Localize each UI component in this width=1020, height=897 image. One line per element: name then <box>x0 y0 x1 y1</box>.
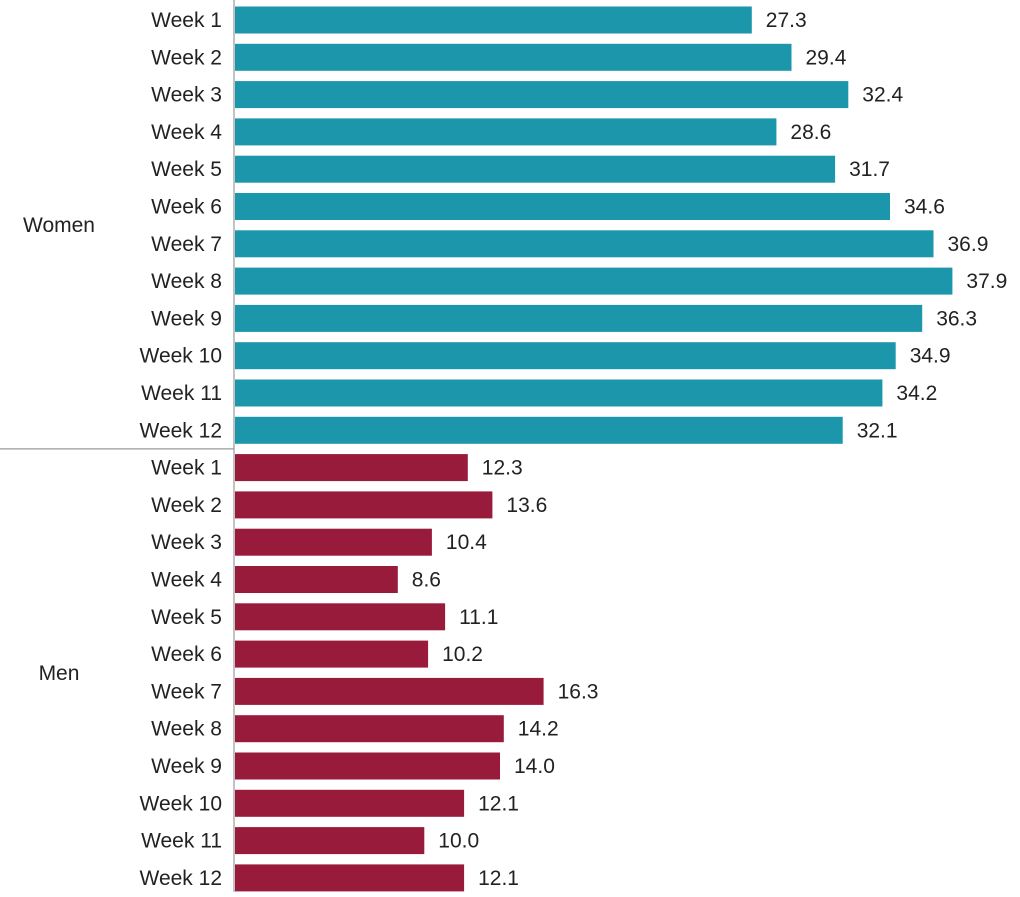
data-label-women-week-11: 34.2 <box>896 382 937 405</box>
category-label-men-week-4: Week 4 <box>151 569 222 592</box>
bar-men-week-7 <box>235 677 544 705</box>
bar-men-week-12 <box>235 864 465 892</box>
data-label-men-week-8: 14.2 <box>518 718 559 741</box>
bar-men-week-2 <box>235 491 493 519</box>
bar-women-week-12 <box>235 416 843 444</box>
category-label-men-week-11: Week 11 <box>141 830 222 853</box>
bar-women-week-11 <box>235 379 883 407</box>
bar-women-week-9 <box>235 304 923 332</box>
data-label-men-week-12: 12.1 <box>478 867 519 890</box>
data-label-women-week-1: 27.3 <box>766 9 807 32</box>
bar-men-week-5 <box>235 603 446 631</box>
bar-women-week-8 <box>235 267 953 295</box>
bar-men-week-3 <box>235 528 432 556</box>
category-label-men-week-9: Week 9 <box>151 755 222 778</box>
bar-women-week-1 <box>235 6 752 34</box>
category-label-women-week-8: Week 8 <box>151 270 222 293</box>
data-label-men-week-1: 12.3 <box>482 457 523 480</box>
data-label-men-week-6: 10.2 <box>442 643 483 666</box>
bar-women-week-6 <box>235 193 890 220</box>
category-label-women-week-3: Week 3 <box>151 84 222 107</box>
data-label-men-week-11: 10.0 <box>438 830 479 853</box>
data-label-women-week-8: 37.9 <box>966 270 1007 293</box>
category-label-women-week-4: Week 4 <box>151 121 222 144</box>
category-label-women-week-5: Week 5 <box>151 158 222 181</box>
bar-men-week-10 <box>235 789 465 817</box>
data-label-women-week-12: 32.1 <box>857 419 898 442</box>
series-women: Week 1 27.3 Week 2 29.4 Week 3 32.4 Week 4 28.6… <box>140 6 1007 444</box>
data-label-men-week-9: 14.0 <box>514 755 555 778</box>
category-label-men-week-6: Week 6 <box>151 643 222 666</box>
data-label-men-week-2: 13.6 <box>506 494 547 517</box>
bar-men-week-6 <box>235 640 429 668</box>
data-label-men-week-7: 16.3 <box>558 680 599 703</box>
category-label-women-week-12: Week 12 <box>140 419 223 442</box>
data-label-women-week-5: 31.7 <box>849 158 890 181</box>
series-men: Week 1 12.3 Week 2 13.6 Week 3 10.4 Week 4 8.6 W… <box>140 454 599 892</box>
category-label-men-week-2: Week 2 <box>151 494 222 517</box>
category-label-men-week-3: Week 3 <box>151 531 222 554</box>
group-label-men: Men <box>39 662 80 685</box>
category-label-women-week-11: Week 11 <box>141 382 222 405</box>
data-label-men-week-4: 8.6 <box>412 569 441 592</box>
category-label-men-week-10: Week 10 <box>140 792 223 815</box>
bar-men-week-4 <box>235 566 398 593</box>
category-label-men-week-12: Week 12 <box>140 867 223 890</box>
bar-women-week-4 <box>235 118 777 146</box>
group-label-women: Women <box>23 214 95 237</box>
category-label-men-week-7: Week 7 <box>151 680 222 703</box>
data-label-women-week-10: 34.9 <box>910 345 951 368</box>
data-label-men-week-5: 11.1 <box>459 606 498 629</box>
bar-men-week-1 <box>235 454 468 482</box>
bar-women-week-3 <box>235 81 849 109</box>
data-label-women-week-7: 36.9 <box>948 233 989 256</box>
data-label-women-week-3: 32.4 <box>862 84 903 107</box>
category-label-men-week-5: Week 5 <box>151 606 222 629</box>
data-label-women-week-4: 28.6 <box>790 121 831 144</box>
bar-men-week-11 <box>235 827 425 855</box>
bar-men-week-9 <box>235 752 500 780</box>
category-label-women-week-9: Week 9 <box>151 307 222 330</box>
category-label-women-week-10: Week 10 <box>140 345 223 368</box>
data-label-women-week-9: 36.3 <box>936 307 977 330</box>
category-label-men-week-8: Week 8 <box>151 718 222 741</box>
category-label-women-week-6: Week 6 <box>151 196 222 219</box>
bar-women-week-2 <box>235 43 792 71</box>
bar-women-week-7 <box>235 230 934 258</box>
category-label-men-week-1: Week 1 <box>151 457 222 480</box>
category-label-women-week-2: Week 2 <box>151 46 222 69</box>
bar-women-week-10 <box>235 342 896 370</box>
bar-women-week-5 <box>235 155 836 183</box>
data-label-men-week-10: 12.1 <box>478 792 519 815</box>
data-label-women-week-2: 29.4 <box>806 46 847 69</box>
category-label-women-week-7: Week 7 <box>151 233 222 256</box>
data-label-women-week-6: 34.6 <box>904 196 945 219</box>
bar-men-week-8 <box>235 715 504 743</box>
data-label-men-week-3: 10.4 <box>446 531 487 554</box>
category-label-women-week-1: Week 1 <box>151 9 222 32</box>
